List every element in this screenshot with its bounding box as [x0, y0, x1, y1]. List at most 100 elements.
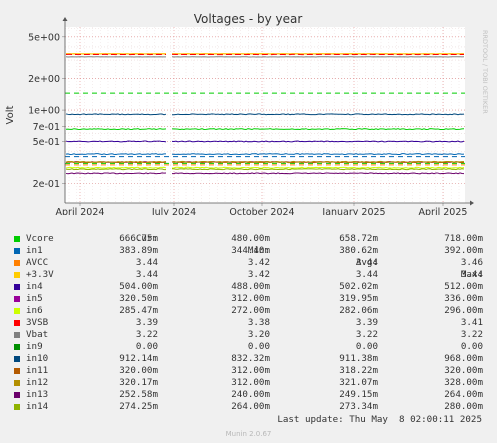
legend-avg: 3.44	[355, 269, 378, 280]
legend-min: 832.32m	[231, 353, 270, 364]
legend-row: +3.3V 3.44 3.42 3.44 3.44	[14, 269, 494, 281]
legend-series-name: Vcore	[26, 233, 54, 244]
legend: Cur: Min: Avg: Max: Vcore 666.75m 480.00m 6…	[14, 221, 494, 413]
legend-row: in5 320.50m 312.00m 319.95m 336.00m	[14, 293, 494, 305]
legend-min: 240.00m	[231, 389, 270, 400]
legend-min: 312.00m	[231, 365, 270, 376]
legend-max: 968.00m	[444, 353, 483, 364]
chart-title: Voltages - by year	[194, 12, 303, 26]
y-tick-label: 7e-01	[33, 122, 60, 133]
y-tick-label: 2e+00	[28, 74, 60, 85]
legend-cur: 285.47m	[119, 305, 158, 316]
y-tick-label: 1e+00	[28, 106, 60, 117]
series-line-in4	[65, 140, 465, 143]
legend-cur: 3.44	[135, 269, 158, 280]
legend-avg: 3.22	[355, 329, 378, 340]
legend-row: in9 0.00 0.00 0.00 0.00	[14, 341, 494, 353]
legend-swatch	[14, 284, 20, 290]
legend-swatch	[14, 404, 20, 410]
legend-max: 392.00m	[444, 245, 483, 256]
series-line-in6	[65, 166, 465, 169]
legend-cur: 320.50m	[119, 293, 158, 304]
legend-cur: 383.89m	[119, 245, 158, 256]
legend-min: 312.00m	[231, 377, 270, 388]
y-axis-label: Volt	[5, 105, 16, 124]
legend-cur: 3.22	[135, 329, 158, 340]
rrdtool-watermark: RRDTOOL / TOBI OETIKER	[481, 30, 489, 114]
legend-cur: 3.39	[135, 317, 158, 328]
y-tick-label: 5e+00	[28, 32, 60, 43]
legend-series-name: in4	[26, 281, 43, 292]
legend-col-avg: Avg:	[355, 257, 378, 268]
x-axis-arrow	[470, 200, 474, 206]
legend-series-name: +3.3V	[26, 269, 54, 280]
legend-max: 3.44	[460, 269, 483, 280]
legend-swatch	[14, 236, 20, 242]
legend-avg: 380.62m	[339, 245, 378, 256]
legend-min: 480.00m	[231, 233, 270, 244]
voltages-chart: 5e+00 2e+00 1e+00 7e-01 5e-01 2e-01 April 2024…	[5, 12, 489, 215]
legend-cur: 0.00	[135, 341, 158, 352]
legend-swatch	[14, 392, 20, 398]
legend-series-name: 3VSB	[26, 317, 49, 328]
legend-swatch	[14, 356, 20, 362]
y-tick-label: 2e-01	[33, 179, 60, 190]
legend-max: 296.00m	[444, 305, 483, 316]
legend-series-name: in12	[26, 377, 49, 388]
series-line-in14	[65, 168, 465, 171]
legend-avg: 318.22m	[339, 365, 378, 376]
legend-avg: 3.44	[355, 257, 378, 268]
x-tick-label: July 2024	[151, 207, 196, 215]
series-line-in13	[65, 172, 465, 175]
legend-min: 312.00m	[231, 293, 270, 304]
legend-cur: 252.58m	[119, 389, 158, 400]
legend-swatch	[14, 272, 20, 278]
legend-max: 336.00m	[444, 293, 483, 304]
legend-min: 3.20	[247, 329, 270, 340]
legend-swatch	[14, 248, 20, 254]
legend-series-name: AVCC	[26, 257, 49, 268]
legend-series-name: in6	[26, 305, 43, 316]
legend-header: Cur: Min: Avg: Max:	[14, 221, 494, 280]
legend-avg: 502.02m	[339, 281, 378, 292]
legend-avg: 249.15m	[339, 389, 378, 400]
legend-max: 718.00m	[444, 233, 483, 244]
legend-swatch	[14, 380, 20, 386]
x-tick-label: April 2025	[419, 207, 468, 215]
legend-series-name: in14	[26, 401, 49, 412]
legend-avg: 282.06m	[339, 305, 378, 316]
legend-avg: 321.07m	[339, 377, 378, 388]
legend-series-name: in11	[26, 365, 49, 376]
legend-max: 512.00m	[444, 281, 483, 292]
legend-row: in1 383.89m 344.40m 380.62m 392.00m	[14, 245, 494, 257]
legend-series-name: in5	[26, 293, 43, 304]
legend-cur: 320.00m	[119, 365, 158, 376]
legend-max: 280.00m	[444, 401, 483, 412]
legend-row: in12 320.17m 312.00m 321.07m 328.00m	[14, 377, 494, 389]
y-axis-arrow	[62, 17, 68, 21]
legend-row: Vbat 3.22 3.20 3.22 3.22	[14, 329, 494, 341]
x-tick-label: January 2025	[321, 207, 385, 215]
legend-cur: 912.14m	[119, 353, 158, 364]
legend-max: 0.00	[460, 341, 483, 352]
legend-row: in14 274.25m 264.00m 273.34m 280.00m	[14, 401, 494, 413]
legend-swatch	[14, 308, 20, 314]
legend-swatch	[14, 368, 20, 374]
legend-cur: 274.25m	[119, 401, 158, 412]
series-line-in1	[65, 153, 465, 156]
legend-avg: 273.34m	[339, 401, 378, 412]
legend-min: 3.42	[247, 257, 270, 268]
series-line-in12	[65, 160, 464, 163]
legend-row: AVCC 3.44 3.42 3.44 3.46	[14, 257, 494, 269]
legend-series-name: in13	[26, 389, 49, 400]
legend-min: 3.38	[247, 317, 270, 328]
legend-avg: 658.72m	[339, 233, 378, 244]
legend-min: 0.00	[247, 341, 270, 352]
legend-swatch	[14, 332, 20, 338]
legend-max: 3.46	[460, 257, 483, 268]
y-tick-label: 5e-01	[33, 137, 60, 148]
legend-max: 3.41	[460, 317, 483, 328]
legend-swatch	[14, 344, 20, 350]
legend-avg: 0.00	[355, 341, 378, 352]
